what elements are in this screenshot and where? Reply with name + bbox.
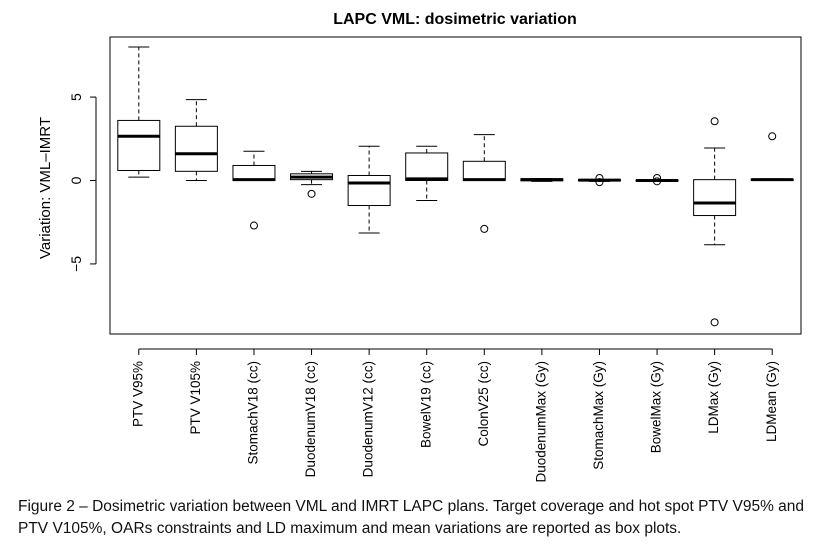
outlier-point — [653, 173, 662, 182]
box-iqr — [174, 125, 218, 172]
box-plot-item — [174, 99, 218, 181]
outlier-point — [595, 173, 604, 182]
x-tick-label: StomachV18 (cc) — [246, 361, 261, 465]
box-plot-chart: LAPC VML: dosimetric variation Variation… — [37, 11, 802, 483]
x-axis: PTV V95% PTV V105% StomachV18 (cc) Duodenum… — [130, 348, 779, 483]
chart-title: LAPC VML: dosimetric variation — [333, 11, 577, 28]
x-tick-label: StomachMax (Gy) — [591, 361, 606, 470]
x-tick-label: LDMean (Gy) — [764, 361, 779, 442]
box-plot-item — [750, 132, 794, 182]
box-plot-item — [232, 150, 276, 230]
y-tick-label: 5 — [68, 93, 84, 101]
y-tick-label: −5 — [68, 256, 84, 272]
outlier-point — [653, 177, 662, 186]
outlier-point — [249, 221, 258, 230]
box-iqr — [347, 174, 391, 207]
x-tick-label: BowelV19 (cc) — [418, 361, 433, 448]
box-plot-item — [520, 177, 564, 182]
x-tick-label: BowelMax (Gy) — [649, 361, 664, 453]
outlier-point — [595, 178, 604, 187]
box-iqr — [462, 160, 506, 181]
plot-frame — [109, 36, 802, 335]
x-tick-label: LDMax (Gy) — [706, 361, 721, 434]
x-tick-label: PTV V105% — [188, 361, 203, 435]
box-plot-item — [693, 117, 737, 327]
figure-caption: Figure 2 – Dosimetric variation between … — [18, 498, 805, 537]
y-axis: −5 0 5 — [68, 93, 97, 272]
outlier-point — [710, 318, 719, 327]
outlier-point — [768, 132, 777, 141]
box-plot-item — [635, 173, 679, 186]
box-iqr — [405, 152, 449, 181]
box-plot-item — [405, 145, 449, 202]
box-plot-item — [117, 46, 161, 178]
box-plot-item — [462, 134, 506, 233]
x-tick-label: DuodenumV12 (cc) — [361, 361, 376, 477]
x-tick-label: DuodenumMax (Gy) — [533, 361, 548, 483]
x-tick-label: ColonV25 (cc) — [476, 361, 491, 447]
y-tick-label: 0 — [68, 176, 84, 184]
x-tick-label: DuodenumV18 (cc) — [303, 361, 318, 477]
box-plot-item — [577, 173, 621, 187]
box-iqr — [693, 179, 737, 217]
y-axis-label: Variation: VML–IMRT — [37, 117, 54, 259]
box-iqr — [117, 119, 161, 171]
boxes-group — [117, 46, 794, 327]
outlier-point — [480, 224, 489, 233]
outlier-point — [307, 189, 316, 198]
x-tick-label: PTV V95% — [130, 361, 145, 427]
box-plot-item — [347, 145, 391, 234]
box-plot-item — [290, 170, 334, 198]
outlier-point — [710, 117, 719, 126]
